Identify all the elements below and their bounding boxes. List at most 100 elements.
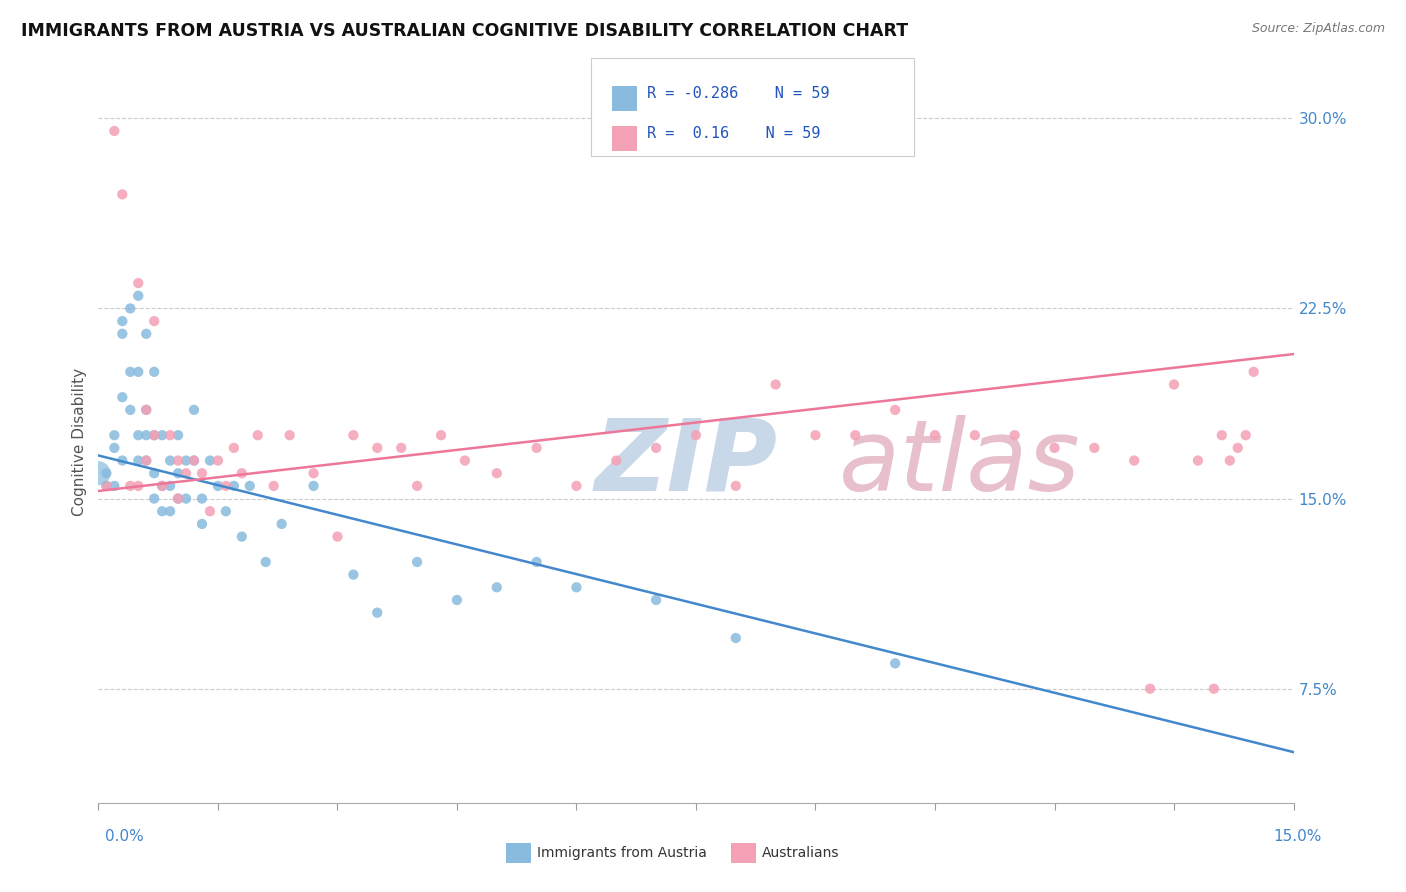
Point — [804, 428, 827, 442]
Point — [167, 491, 190, 506]
Point — [174, 453, 197, 467]
Point — [120, 365, 142, 379]
Point — [454, 453, 477, 467]
Point — [191, 491, 214, 506]
Point — [884, 657, 907, 671]
Point — [103, 124, 125, 138]
Point — [159, 428, 181, 442]
Point — [198, 504, 221, 518]
Text: Australians: Australians — [762, 846, 839, 860]
Point — [430, 428, 453, 442]
Point — [1219, 453, 1241, 467]
Point — [207, 453, 229, 467]
Point — [1243, 365, 1265, 379]
Point — [135, 402, 157, 417]
Point — [143, 428, 166, 442]
Point — [1163, 377, 1185, 392]
Point — [526, 555, 548, 569]
Point — [143, 314, 166, 328]
Point — [900, 821, 922, 835]
Point — [159, 504, 181, 518]
Point — [96, 479, 118, 493]
Point — [183, 453, 205, 467]
Point — [924, 428, 946, 442]
Point — [765, 377, 787, 392]
Point — [191, 467, 214, 481]
Text: Source: ZipAtlas.com: Source: ZipAtlas.com — [1251, 22, 1385, 36]
Point — [963, 428, 986, 442]
Point — [366, 606, 388, 620]
Text: atlas: atlas — [839, 415, 1081, 512]
Point — [143, 467, 166, 481]
Point — [183, 402, 205, 417]
Point — [103, 428, 125, 442]
Point — [278, 428, 301, 442]
Point — [485, 580, 508, 594]
Point — [103, 441, 125, 455]
Point — [143, 365, 166, 379]
Point — [120, 479, 142, 493]
Point — [263, 479, 285, 493]
Text: 0.0%: 0.0% — [105, 830, 145, 844]
Point — [174, 467, 197, 481]
Point — [724, 631, 747, 645]
Point — [135, 453, 157, 467]
Point — [127, 289, 149, 303]
Point — [174, 491, 197, 506]
Point — [167, 428, 190, 442]
Point — [645, 593, 668, 607]
Point — [135, 428, 157, 442]
Point — [1139, 681, 1161, 696]
Point — [87, 467, 110, 481]
Point — [605, 453, 627, 467]
Point — [167, 467, 190, 481]
Point — [565, 580, 588, 594]
Point — [239, 479, 262, 493]
Text: IMMIGRANTS FROM AUSTRIA VS AUSTRALIAN COGNITIVE DISABILITY CORRELATION CHART: IMMIGRANTS FROM AUSTRIA VS AUSTRALIAN CO… — [21, 22, 908, 40]
Point — [183, 453, 205, 467]
Text: Immigrants from Austria: Immigrants from Austria — [537, 846, 707, 860]
Point — [1043, 441, 1066, 455]
Point — [884, 402, 907, 417]
Point — [143, 428, 166, 442]
Point — [135, 326, 157, 341]
Point — [150, 479, 173, 493]
Point — [167, 453, 190, 467]
Point — [389, 441, 412, 455]
Point — [1123, 453, 1146, 467]
Point — [270, 516, 292, 531]
Point — [645, 441, 668, 455]
Text: 15.0%: 15.0% — [1274, 830, 1322, 844]
Point — [127, 428, 149, 442]
Point — [1211, 428, 1233, 442]
Point — [120, 402, 142, 417]
Point — [127, 453, 149, 467]
Point — [96, 479, 118, 493]
Point — [685, 428, 707, 442]
Point — [127, 365, 149, 379]
Point — [724, 479, 747, 493]
Text: R = -0.286    N = 59: R = -0.286 N = 59 — [647, 87, 830, 101]
Point — [1083, 441, 1105, 455]
Point — [159, 479, 181, 493]
Point — [342, 428, 364, 442]
Point — [111, 326, 134, 341]
Point — [326, 530, 349, 544]
Point — [150, 504, 173, 518]
Point — [222, 479, 245, 493]
Text: ZIP: ZIP — [595, 415, 778, 512]
Point — [120, 301, 142, 316]
Point — [366, 441, 388, 455]
Point — [565, 479, 588, 493]
Point — [406, 555, 429, 569]
Point — [1234, 428, 1257, 442]
Point — [302, 479, 325, 493]
Text: R =  0.16    N = 59: R = 0.16 N = 59 — [647, 127, 820, 141]
Point — [485, 467, 508, 481]
Point — [111, 390, 134, 404]
Point — [207, 479, 229, 493]
Point — [127, 479, 149, 493]
Point — [1187, 453, 1209, 467]
Point — [231, 530, 253, 544]
Point — [111, 453, 134, 467]
